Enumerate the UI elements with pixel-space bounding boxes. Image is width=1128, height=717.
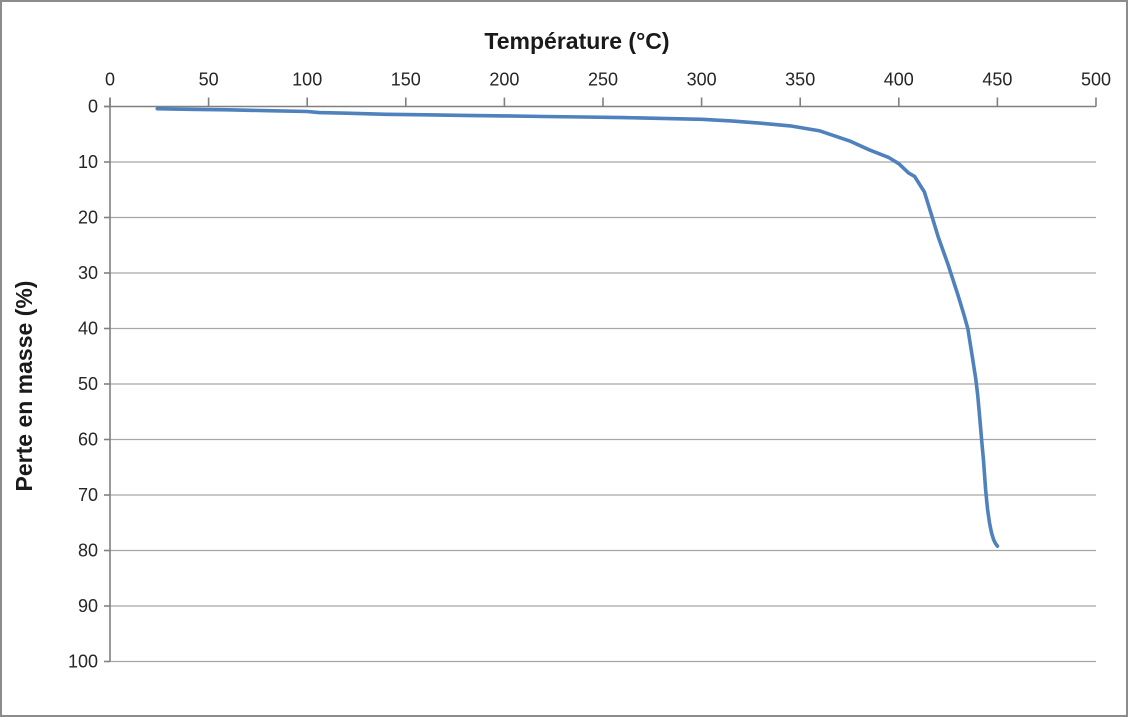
y-tick-label-20: 20 — [78, 208, 98, 228]
x-tick-label-100: 100 — [292, 70, 322, 90]
x-tick-label-300: 300 — [687, 70, 717, 90]
x-tick-label-400: 400 — [884, 70, 914, 90]
gridlines — [110, 161, 1096, 663]
y-tick-label-50: 50 — [78, 374, 98, 394]
x-tick-label-150: 150 — [391, 70, 421, 90]
x-tick-label-450: 450 — [982, 70, 1012, 90]
y-tick-label-80: 80 — [78, 541, 98, 561]
x-tick-label-500: 500 — [1081, 70, 1111, 90]
y-tick-label-0: 0 — [88, 97, 98, 117]
axes — [104, 97, 1096, 662]
y-tick-label-100: 100 — [68, 652, 98, 672]
x-tick-label-200: 200 — [489, 70, 519, 90]
y-tick-label-90: 90 — [78, 596, 98, 616]
x-tick-label-350: 350 — [785, 70, 815, 90]
y-tick-label-70: 70 — [78, 485, 98, 505]
y-tick-label-10: 10 — [78, 152, 98, 172]
y-axis-ticks — [104, 105, 110, 663]
x-tick-label-50: 50 — [199, 70, 219, 90]
x-tick-label-0: 0 — [105, 70, 115, 90]
y-axis-tick-labels: 0 10 20 30 40 50 60 70 80 90 100 — [68, 97, 98, 672]
tga-curve — [155, 106, 1000, 548]
y-tick-label-60: 60 — [78, 430, 98, 450]
chart-title: Température (°C) — [484, 28, 669, 54]
x-axis-tick-labels: 0 50 100 150 200 250 300 350 400 450 500 — [105, 70, 1111, 90]
y-tick-label-30: 30 — [78, 263, 98, 283]
y-axis-title: Perte en masse (%) — [11, 281, 37, 492]
y-tick-label-40: 40 — [78, 319, 98, 339]
x-axis-ticks — [109, 97, 1097, 107]
x-tick-label-250: 250 — [588, 70, 618, 90]
